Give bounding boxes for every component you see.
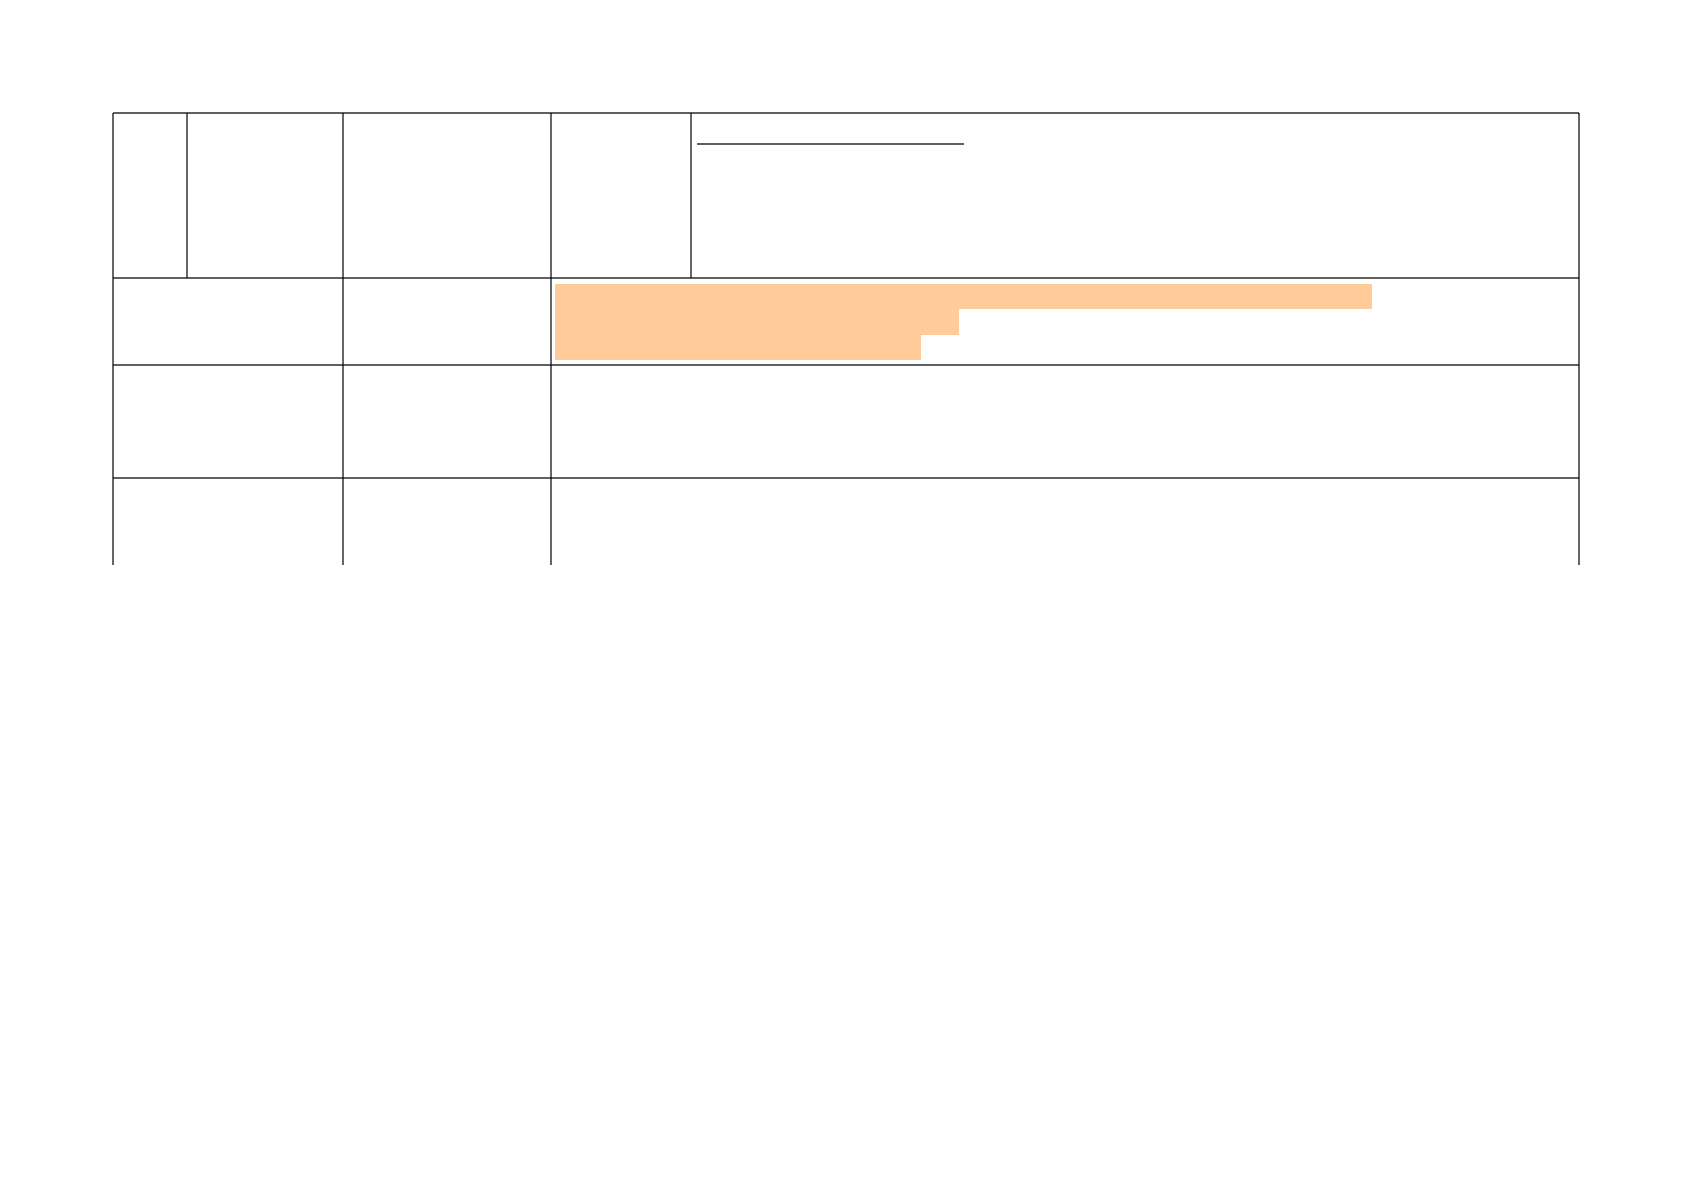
highlight	[555, 335, 921, 360]
highlight	[555, 284, 1372, 309]
highlight	[555, 309, 959, 335]
table-grid	[112, 112, 1580, 565]
highlights	[555, 284, 1372, 360]
